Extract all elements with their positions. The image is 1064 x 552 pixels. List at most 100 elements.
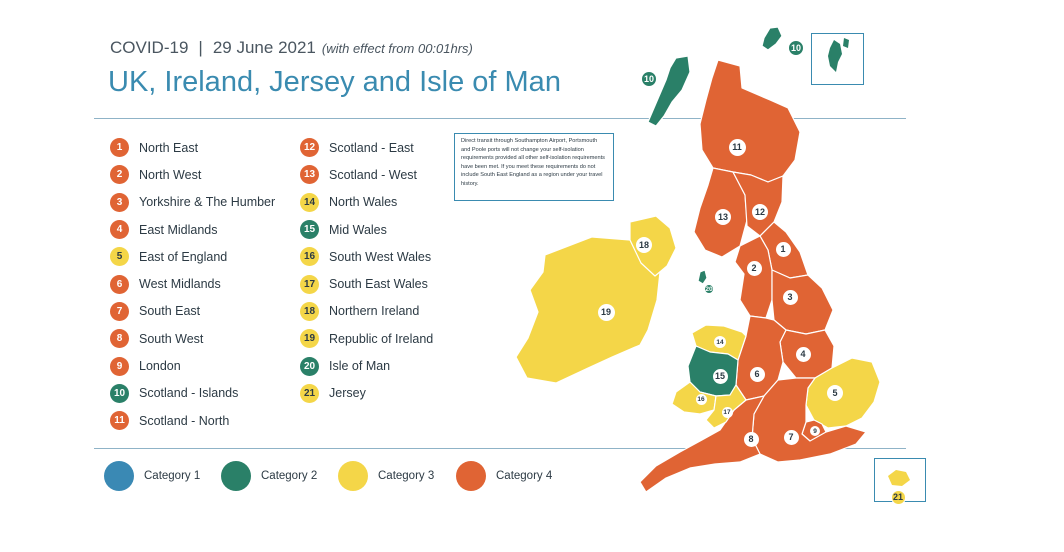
legend-item-region-14: 14 North Wales	[300, 189, 433, 216]
region-name-label: London	[139, 359, 181, 374]
region-name-label: Jersey	[329, 386, 366, 401]
region-8-shape	[639, 395, 765, 493]
region-name-label: North Wales	[329, 195, 398, 210]
legend-item-region-17: 17 South East Wales	[300, 270, 433, 297]
category-label: Category 1	[144, 470, 201, 482]
region-name-label: Northern Ireland	[329, 304, 420, 319]
region-number-badge: 14	[300, 192, 319, 212]
region-name-label: South West	[139, 331, 204, 346]
legend-item-region-7: 7 South East	[110, 298, 275, 325]
region-16-shape	[671, 381, 717, 415]
header-label: COVID-19	[110, 38, 189, 57]
legend-item-region-16: 16 South West Wales	[300, 243, 433, 270]
region-legend-left: 1 North East 2 North West 3 Yorkshire & The H…	[110, 134, 275, 434]
region-name-label: North East	[139, 140, 199, 155]
region-number-badge: 11	[110, 411, 129, 431]
region-number-badge: 20	[300, 356, 319, 376]
region-name-label: East of England	[139, 249, 228, 264]
map-label-region-10: 10	[788, 40, 804, 56]
map-label-region-17: 17	[721, 406, 733, 418]
region-number-badge: 1	[110, 138, 129, 158]
region-name-label: Republic of Ireland	[329, 331, 434, 346]
legend-item-region-18: 18 Northern Ireland	[300, 298, 433, 325]
legend-item-region-12: 12 Scotland - East	[300, 134, 433, 161]
region-number-badge: 13	[300, 165, 319, 185]
legend-item-region-13: 13 Scotland - West	[300, 161, 433, 188]
header-line: COVID-19 | 29 June 2021 (with effect from 0…	[110, 38, 473, 58]
region-number-badge: 15	[300, 220, 319, 240]
legend-item-region-19: 19 Republic of Ireland	[300, 325, 433, 352]
map-label-region-5: 5	[827, 385, 843, 401]
map-label-region-6: 6	[749, 366, 765, 382]
legend-item-region-20: 20 Isle of Man	[300, 352, 433, 379]
region-name-label: Scotland - Islands	[139, 386, 239, 401]
region-10-western-isles	[647, 55, 691, 127]
region-number-badge: 4	[110, 220, 129, 240]
header-separator: |	[198, 38, 203, 57]
top-divider	[94, 118, 906, 119]
map-label-region-21: 21	[890, 489, 906, 505]
legend-item-region-5: 5 East of England	[110, 243, 275, 270]
legend-item-region-21: 21 Jersey	[300, 380, 433, 407]
region-number-badge: 9	[110, 356, 129, 376]
legend-item-region-11: 11 Scotland - North	[110, 407, 275, 434]
shetland-inset-frame	[811, 33, 864, 85]
legend-item-region-9: 9 London	[110, 352, 275, 379]
legend-item-region-1: 1 North East	[110, 134, 275, 161]
region-number-badge: 7	[110, 301, 129, 321]
legend-item-region-4: 4 East Midlands	[110, 216, 275, 243]
category-legend-item-2: Category 2	[221, 461, 317, 491]
region-number-badge: 8	[110, 329, 129, 349]
bottom-divider	[94, 448, 906, 449]
region-number-badge: 5	[110, 247, 129, 267]
category-label: Category 3	[378, 470, 435, 482]
region-name-label: South West Wales	[329, 249, 432, 264]
region-number-badge: 12	[300, 138, 319, 158]
region-7-shape	[751, 377, 867, 463]
category-swatch	[456, 461, 486, 491]
region-10-shetland-inset	[828, 38, 849, 72]
map-label-region-19: 19	[597, 303, 615, 321]
region-number-badge: 3	[110, 192, 129, 212]
region-3-shape	[771, 269, 834, 335]
region-name-label: Scotland - West	[329, 167, 418, 182]
region-number-badge: 6	[110, 274, 129, 294]
region-name-label: Scotland - East	[329, 140, 414, 155]
transit-note-text: Direct transit through Southampton Airpo…	[461, 138, 605, 187]
legend-item-region-15: 15 Mid Wales	[300, 216, 433, 243]
map-label-region-20: 20	[704, 284, 714, 294]
region-number-badge: 19	[300, 329, 319, 349]
region-20-shape	[697, 269, 708, 285]
legend-item-region-2: 2 North West	[110, 161, 275, 188]
category-legend-item-3: Category 3	[338, 461, 434, 491]
map-label-region-2: 2	[746, 260, 762, 276]
region-name-label: Scotland - North	[139, 413, 230, 428]
category-legend-item-4: Category 4	[456, 461, 552, 491]
region-number-badge: 18	[300, 301, 319, 321]
category-label: Category 2	[261, 470, 318, 482]
header-note: (with effect from 00:01hrs)	[321, 41, 473, 56]
legend-item-region-8: 8 South West	[110, 325, 275, 352]
region-name-label: South East Wales	[329, 277, 428, 292]
category-swatch	[221, 461, 251, 491]
category-legend-item-1: Category 1	[104, 461, 200, 491]
region-name-label: Yorkshire & The Humber	[139, 195, 276, 210]
category-swatch	[104, 461, 134, 491]
map-label-region-15: 15	[712, 368, 728, 384]
map-label-region-18: 18	[636, 237, 652, 253]
map-label-region-11: 11	[728, 138, 746, 156]
region-number-badge: 16	[300, 247, 319, 267]
region-name-label: Mid Wales	[329, 222, 387, 237]
map-label-region-16: 16	[695, 393, 707, 405]
transit-note-box: Direct transit through Southampton Airpo…	[454, 133, 614, 201]
map-label-region-7: 7	[783, 429, 799, 445]
region-number-badge: 21	[300, 383, 319, 403]
map-label-region-14: 14	[714, 336, 726, 348]
region-2-shape	[734, 235, 773, 319]
region-18-shape	[629, 215, 677, 277]
map-label-region-8: 8	[743, 431, 759, 447]
header-date: 29 June 2021	[212, 38, 316, 57]
region-legend-right: 12 Scotland - East 13 Scotland - West 14 Nort…	[300, 134, 433, 407]
region-number-badge: 10	[110, 383, 129, 403]
